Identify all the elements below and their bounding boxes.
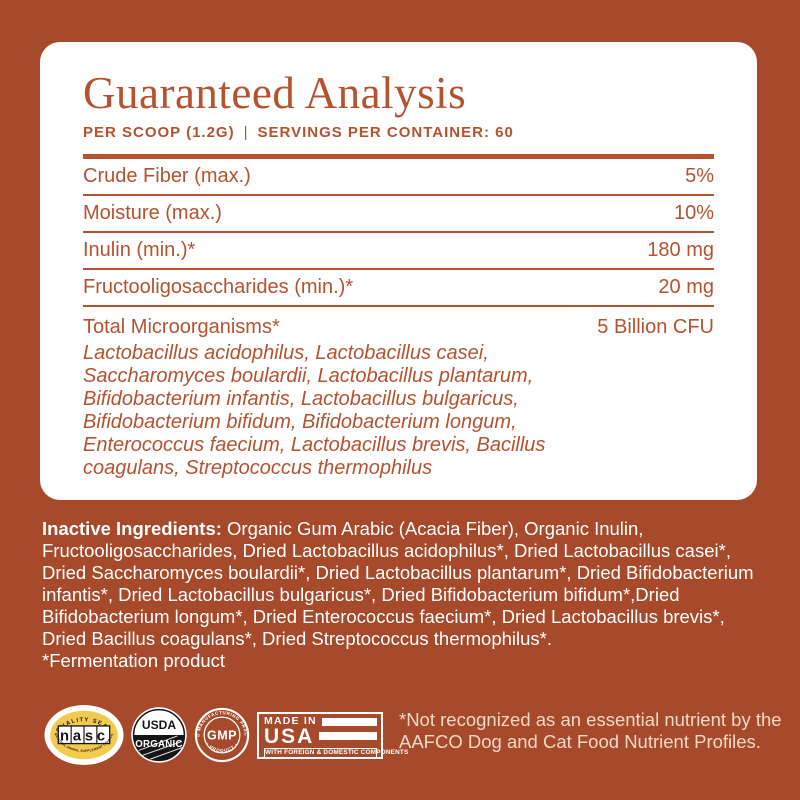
inactive-ingredients: Inactive Ingredients: Organic Gum Arabic… <box>42 518 770 672</box>
header-rule <box>83 154 714 160</box>
table-row: Crude Fiber (max.) 5% <box>83 159 714 197</box>
microorganism-list: Lactobacillus acidophilus, Lactobacillus… <box>83 342 546 480</box>
components-label: WITH FOREIGN & DOMESTIC COMPONENTS <box>264 747 408 759</box>
usa-label: USA <box>264 724 315 748</box>
panel-title: Guaranteed Analysis <box>83 68 467 118</box>
svg-text:ORGANIC: ORGANIC <box>135 739 183 750</box>
table-row-total: Total Microorganisms* 5 Billion CFU <box>83 316 714 339</box>
nasc-quality-seal-icon: QUALITY SEAL nasc NATIONAL ANIMAL SUPPLE… <box>44 705 124 765</box>
made-in-label: MADE IN <box>264 715 317 728</box>
serving-info: PER SCOOP (1.2G) | SERVINGS PER CONTAINE… <box>83 124 714 141</box>
inactive-ingredients-label: Inactive Ingredients: <box>42 518 222 539</box>
inactive-ingredients-text: Inactive Ingredients: Organic Gum Arabic… <box>42 518 754 649</box>
servings-per-container: SERVINGS PER CONTAINER: 60 <box>257 124 514 142</box>
table-row: Fructooligosaccharides (min.)* 20 mg <box>83 270 714 308</box>
flag-stripe <box>321 717 377 726</box>
svg-text:• PRODUCT •: • PRODUCT • <box>205 742 239 753</box>
table-row: Moisture (max.) 10% <box>83 196 714 234</box>
row-value: 5% <box>685 165 714 188</box>
row-label: Inulin (min.)* <box>83 239 196 262</box>
row-value: 10% <box>673 202 714 225</box>
row-value: 180 mg <box>647 239 714 262</box>
row-value: 5 Billion CFU <box>597 316 714 339</box>
usda-organic-seal-icon: USDA ORGANIC <box>131 707 187 763</box>
flag-stripe <box>319 732 377 740</box>
row-label: Fructooligosaccharides (min.)* <box>83 276 354 299</box>
svg-text:GMP: GMP <box>207 728 237 742</box>
serving-divider: | <box>243 124 249 142</box>
gmp-seal-icon: GOOD MANUFACTURING PRACTICE GMP • PRODUC… <box>194 707 250 763</box>
guaranteed-analysis-panel: Guaranteed Analysis PER SCOOP (1.2G) | S… <box>40 42 757 500</box>
row-label: Crude Fiber (max.) <box>83 165 251 188</box>
row-label: Moisture (max.) <box>83 202 222 225</box>
svg-text:nasc: nasc <box>60 729 109 745</box>
made-in-usa-badge: MADE IN USA WITH FOREIGN & DOMESTIC COMP… <box>257 711 408 759</box>
serving-per-scoop: PER SCOOP (1.2G) <box>83 124 235 142</box>
fermentation-note: *Fermentation product <box>42 650 226 671</box>
row-label: Total Microorganisms* <box>83 316 280 339</box>
svg-text:USDA: USDA <box>142 718 176 732</box>
aafco-footnote: *Not recognized as an essential nutrient… <box>399 709 782 752</box>
certification-seals: QUALITY SEAL nasc NATIONAL ANIMAL SUPPLE… <box>44 703 408 767</box>
row-value: 20 mg <box>658 276 714 299</box>
table-row: Inulin (min.)* 180 mg <box>83 233 714 271</box>
